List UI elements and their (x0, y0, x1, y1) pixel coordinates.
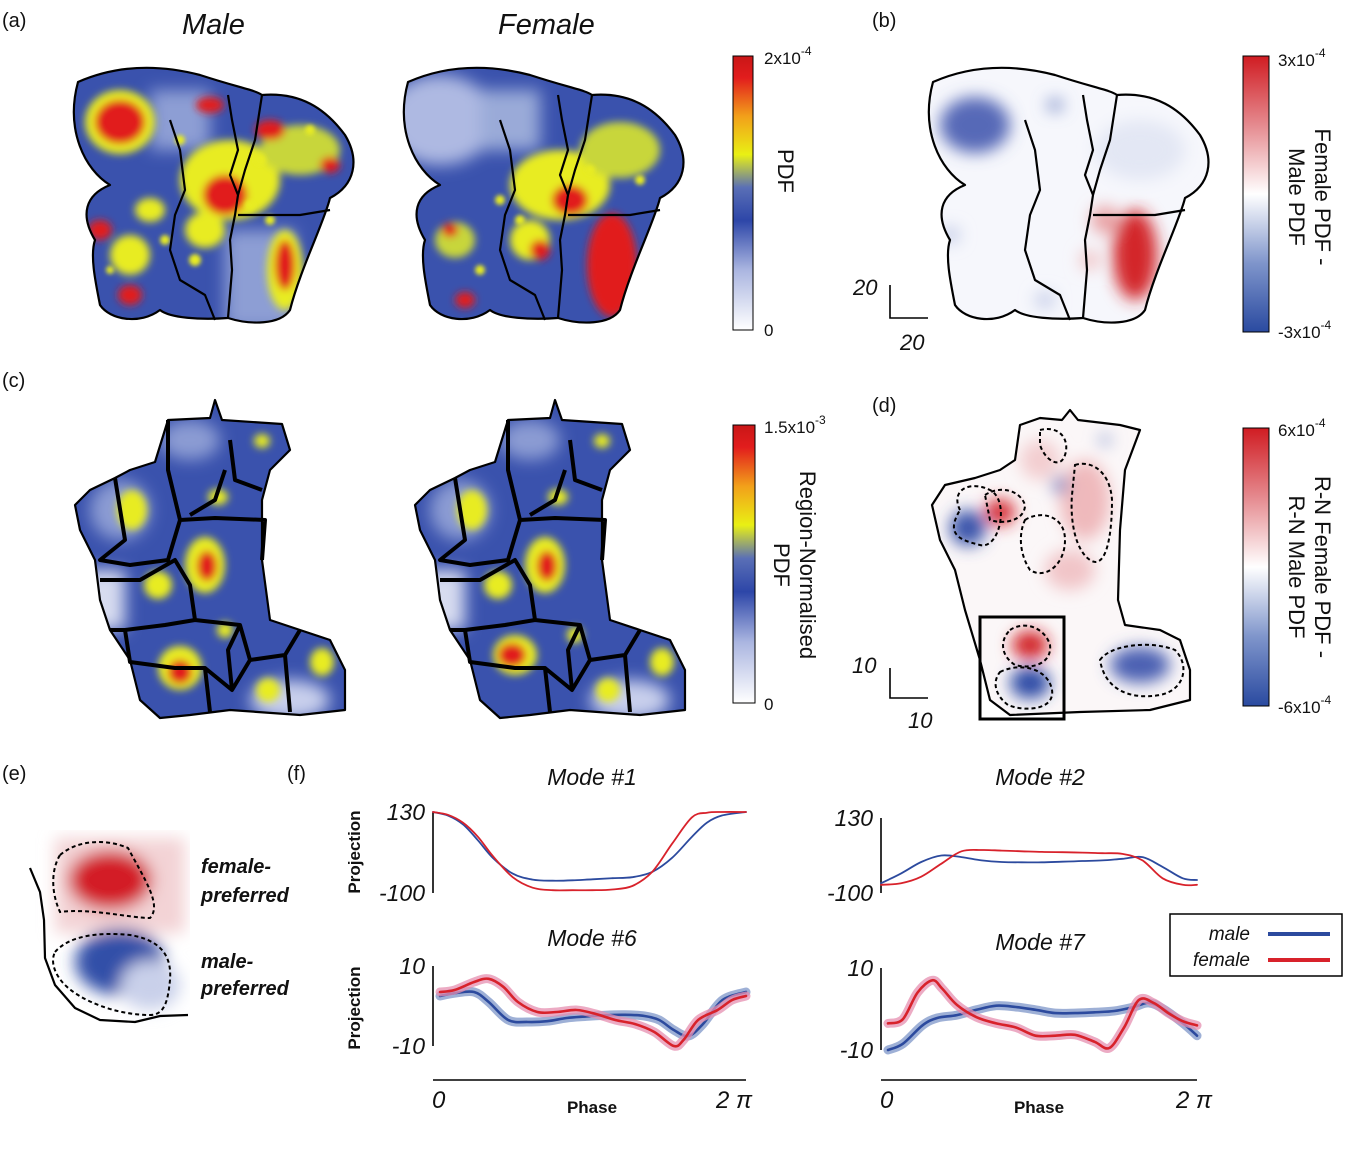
colorbar-d-label-1: R-N Female PDF - (1310, 476, 1335, 658)
chart-title: Mode #6 (547, 925, 637, 951)
phase-axis-right-start: 0 (880, 1087, 894, 1114)
series-female (886, 978, 1199, 1050)
male-preferred-label-2: preferred (200, 978, 290, 1000)
chart-mode-7: Mode #7 10 -10 (840, 929, 1202, 1063)
chart-title: Mode #2 (995, 764, 1085, 790)
y-axis-label: Projection (345, 966, 364, 1049)
y-tick-bottom: -100 (827, 880, 873, 906)
colorbar-c-top: 1.5x10-3 (764, 413, 826, 437)
phase-axis-left-label: Phase (567, 1098, 617, 1117)
colorbar-b: 3x10-4 -3x10-4 Female PDF - Male PDF (1242, 46, 1335, 342)
colorbar-c-label-2: PDF (769, 543, 794, 587)
colorbar-b-bottom: -3x10-4 (1278, 318, 1332, 342)
panel-b-label: (b) (872, 10, 896, 32)
colorbar-d-label-2: R-N Male PDF (1284, 495, 1309, 638)
series-female (880, 848, 1198, 887)
y-tick-top: 130 (387, 799, 426, 825)
female-region-normalised-map (413, 398, 687, 720)
y-tick-top: 10 (399, 953, 425, 979)
y-axis-label: Projection (345, 810, 364, 893)
colorbar-a-top: 2x10-4 (764, 44, 812, 68)
colorbar-d: 6x10-4 -6x10-4 R-N Female PDF - R-N Male… (1242, 416, 1335, 717)
y-tick-bottom: -10 (392, 1033, 425, 1059)
phase-axis-right: 0 2 π Phase (880, 1079, 1213, 1117)
region-normalised-difference-map (930, 408, 1192, 721)
colorbar-c-bottom: 0 (764, 695, 773, 714)
legend-male-label: male (1209, 924, 1250, 945)
y-tick-bottom: -100 (379, 880, 425, 906)
male-preferred-label-1: male- (201, 951, 254, 973)
y-tick-top: 10 (847, 955, 873, 981)
series-male (880, 854, 1198, 885)
colorbar-a-bottom: 0 (764, 321, 773, 340)
colorbar-a: 2x10-4 0 PDF (732, 44, 812, 340)
zoom-inset: female- preferred male- preferred (28, 838, 290, 1024)
phase-axis-left-end: 2 π (715, 1087, 753, 1114)
chart-mode-1: Mode #1 130 -100 Projection (345, 764, 747, 906)
colorbar-c-label-1: Region-Normalised (795, 471, 820, 659)
colorbar-b-label-1: Female PDF - (1310, 129, 1335, 266)
phase-axis-left-start: 0 (432, 1087, 446, 1114)
colorbar-c: 1.5x10-3 0 Region-Normalised PDF (732, 413, 826, 714)
phase-axis-left: 0 2 π Phase (432, 1079, 753, 1117)
scale-b-vertical: 20 (852, 275, 878, 300)
colorbar-b-label-2: Male PDF (1284, 148, 1309, 246)
series-female (432, 811, 747, 892)
difference-pdf-map (927, 66, 1210, 324)
scale-d-vertical: 10 (852, 653, 877, 678)
series-male (886, 1001, 1199, 1052)
female-pdf-map (402, 66, 685, 324)
chart-mode-6: Mode #6 10 -10 Projection (345, 925, 751, 1059)
panel-f-label: (f) (287, 763, 306, 785)
scale-bar-b: 20 20 (852, 275, 928, 355)
panel-a-title-male: Male (182, 9, 245, 41)
phase-axis-right-end: 2 π (1175, 1087, 1213, 1114)
chart-title: Mode #7 (995, 929, 1086, 955)
colorbar-a-label: PDF (773, 149, 798, 193)
legend: male female (1169, 913, 1343, 977)
panel-e-label: (e) (2, 763, 26, 785)
series-male (432, 811, 747, 882)
colorbar-b-top: 3x10-4 (1278, 46, 1326, 70)
panel-d-label: (d) (872, 395, 896, 417)
chart-mode-2: Mode #2 130 -100 (827, 764, 1198, 906)
colorbar-d-bottom: -6x10-4 (1278, 693, 1332, 717)
y-tick-top: 130 (835, 805, 874, 831)
y-tick-bottom: -10 (840, 1037, 873, 1063)
panel-a-label: (a) (2, 10, 26, 32)
male-region-normalised-map (73, 398, 347, 720)
colorbar-d-top: 6x10-4 (1278, 416, 1326, 440)
scale-bar-d: 10 10 (852, 653, 933, 733)
male-pdf-map (72, 66, 355, 324)
panel-a-title-female: Female (498, 9, 595, 41)
series-female (438, 977, 748, 1048)
female-preferred-label-1: female- (201, 856, 271, 878)
phase-axis-right-label: Phase (1014, 1098, 1064, 1117)
scale-d-horizontal: 10 (908, 708, 933, 733)
chart-title: Mode #1 (547, 764, 637, 790)
panel-c-label: (c) (2, 370, 25, 392)
legend-female-label: female (1193, 950, 1250, 971)
scale-b-horizontal: 20 (899, 330, 925, 355)
female-preferred-label-2: preferred (200, 885, 290, 907)
